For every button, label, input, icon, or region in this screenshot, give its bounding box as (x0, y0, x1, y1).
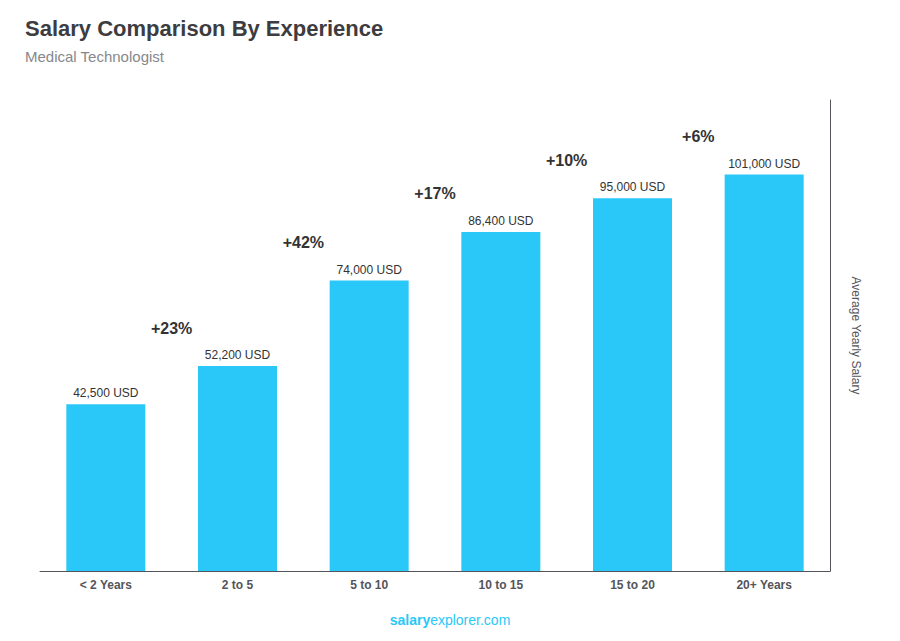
svg-text:salary: salary (390, 612, 431, 628)
svg-text:42,500 USD: 42,500 USD (73, 386, 139, 400)
svg-text:+42%: +42% (283, 234, 324, 251)
svg-text:Average Yearly Salary: Average Yearly Salary (849, 277, 863, 395)
svg-text:95,000 USD: 95,000 USD (600, 180, 666, 194)
svg-text:101,000 USD: 101,000 USD (728, 157, 800, 171)
svg-text:< 2 Years: < 2 Years (80, 578, 132, 592)
svg-text:+23%: +23% (151, 320, 192, 337)
svg-text:52,200 USD: 52,200 USD (205, 348, 271, 362)
svg-text:15 to 20: 15 to 20 (610, 578, 655, 592)
svg-text:20+ Years: 20+ Years (736, 578, 792, 592)
svg-text:explorer.com: explorer.com (430, 612, 510, 628)
svg-text:+6%: +6% (682, 128, 714, 145)
svg-text:+10%: +10% (546, 152, 587, 169)
svg-text:5 to 10: 5 to 10 (350, 578, 388, 592)
svg-text:86,400 USD: 86,400 USD (468, 214, 534, 228)
svg-text:2 to 5: 2 to 5 (222, 578, 254, 592)
svg-text:10 to 15: 10 to 15 (478, 578, 523, 592)
svg-text:+17%: +17% (414, 185, 455, 202)
svg-text:Salary Comparison By Experienc: Salary Comparison By Experience (25, 16, 383, 41)
svg-text:74,000 USD: 74,000 USD (336, 263, 402, 277)
svg-text:Medical Technologist: Medical Technologist (25, 48, 165, 65)
